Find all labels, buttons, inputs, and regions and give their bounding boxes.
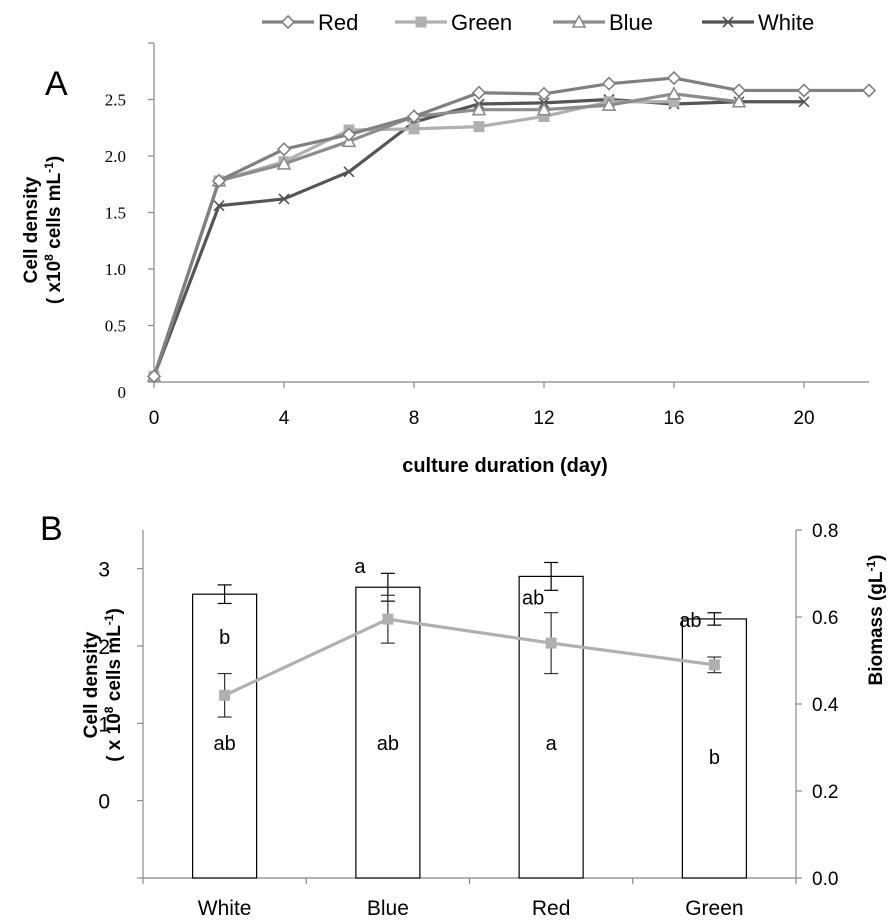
data-point-red: [601, 76, 617, 91]
panel-b-left-y-axis-label: Cell density( x 108 cells mL-1): [81, 608, 125, 762]
data-point-blue: [276, 156, 292, 170]
panel-a-plot: 0 0.5 1.0 1.5 2.0 2.5 0 4 8 12 16 20: [105, 42, 877, 429]
bar-significance-letter: b: [219, 627, 230, 649]
panel-b-left-tick-label: 1: [98, 713, 110, 736]
data-point-white: [278, 193, 290, 205]
legend-label-blue: Blue: [609, 10, 653, 35]
panel-b-category-label: Red: [532, 897, 571, 920]
biomass-significance-letter: ab: [377, 733, 399, 755]
panel-b-right-tick-label: 0.8: [812, 521, 838, 542]
bar-significance-letter: ab: [522, 587, 544, 609]
data-point-white: [213, 200, 225, 212]
panel-a-y-axis-label: Cell density( x108 cells mL-1): [21, 156, 65, 304]
biomass-data-point: [219, 689, 231, 701]
panel-b-right-y-axis-label: Biomass (gL-1): [864, 554, 887, 685]
biomass-line: [223, 617, 715, 697]
series-line-green: [152, 100, 674, 377]
legend-label-white: White: [758, 10, 814, 35]
panel-b-label: B: [40, 510, 63, 548]
bar-significance-letter: ab: [679, 610, 701, 632]
panel-a-y-tick-label: 1.5: [105, 204, 126, 223]
panel-a-y-tick-label: 0.5: [105, 317, 126, 336]
data-point-green: [473, 121, 485, 133]
panel-b-category-label: Blue: [367, 897, 409, 920]
panel-a-x-tick-label: 4: [279, 408, 290, 429]
data-point-white: [798, 96, 810, 108]
data-point-red: [471, 85, 487, 100]
panel-a-x-tick-label: 16: [663, 408, 684, 429]
panel-a-y-tick-label: 2.0: [105, 147, 126, 166]
bar-white: [192, 593, 258, 879]
panel-b-right-tick-label: 0.4: [812, 695, 839, 716]
data-point-red: [211, 173, 227, 188]
panel-a-x-tick-label: 8: [409, 408, 420, 429]
data-point-red: [861, 83, 877, 98]
data-point-blue: [601, 97, 617, 111]
data-point-red: [666, 70, 682, 86]
legend-marker-green: [415, 16, 427, 28]
data-point-red: [731, 83, 747, 98]
data-point-blue: [471, 101, 487, 116]
panel-a-y-tick-label: 0: [118, 383, 127, 402]
data-point-blue: [731, 94, 747, 108]
panel-a-y-tick-label: 1.0: [105, 260, 126, 279]
legend-label-red: Red: [318, 10, 358, 35]
data-point-blue: [536, 101, 552, 116]
data-point-red: [146, 369, 162, 384]
biomass-significance-letter: a: [546, 733, 558, 755]
panel-b-right-tick-label: 0.6: [812, 608, 838, 629]
series-line-white: [152, 97, 804, 377]
data-point-red: [796, 83, 812, 98]
panel-b-left-tick-label: 3: [98, 559, 110, 582]
panel-a-x-tick-label: 20: [793, 408, 814, 429]
biomass-data-point: [545, 637, 557, 649]
panel-b-right-tick-label: 0.2: [812, 782, 838, 803]
biomass-data-point: [382, 613, 394, 625]
series-line-red: [152, 76, 869, 377]
data-point-red: [341, 127, 357, 142]
panel-a-legend: Red Green Blue White: [262, 10, 814, 35]
biomass-significance-letter: b: [709, 747, 720, 769]
legend-marker-blue: [571, 14, 587, 28]
data-point-red: [536, 86, 552, 101]
series-line-blue: [152, 92, 740, 377]
panel-a-y-tick-label: 2.5: [105, 91, 126, 110]
biomass-data-point: [708, 659, 720, 671]
biomass-significance-letter: ab: [214, 733, 236, 755]
bar-significance-letter: a: [354, 556, 366, 578]
panel-a-label: A: [45, 65, 68, 103]
data-point-red: [276, 142, 292, 157]
panel-a-x-tick-label: 0: [149, 408, 160, 429]
legend-marker-white: [722, 16, 734, 28]
panel-b-category-label: Green: [685, 897, 743, 920]
panel-b-left-tick-label: 0: [98, 791, 110, 814]
legend-label-green: Green: [451, 10, 512, 35]
legend-marker-red: [280, 14, 296, 30]
panel-b-left-tick-label: 2: [98, 636, 110, 659]
data-point-green: [408, 123, 420, 135]
data-point-white: [343, 166, 355, 178]
data-point-red: [406, 109, 422, 124]
panel-b-category-label: White: [198, 897, 252, 920]
panel-a-x-tick-label: 12: [533, 408, 554, 429]
data-point-blue: [666, 86, 682, 100]
panel-a-x-axis-label: culture duration (day): [402, 455, 608, 477]
panel-b-right-tick-label: 0.0: [812, 869, 838, 890]
